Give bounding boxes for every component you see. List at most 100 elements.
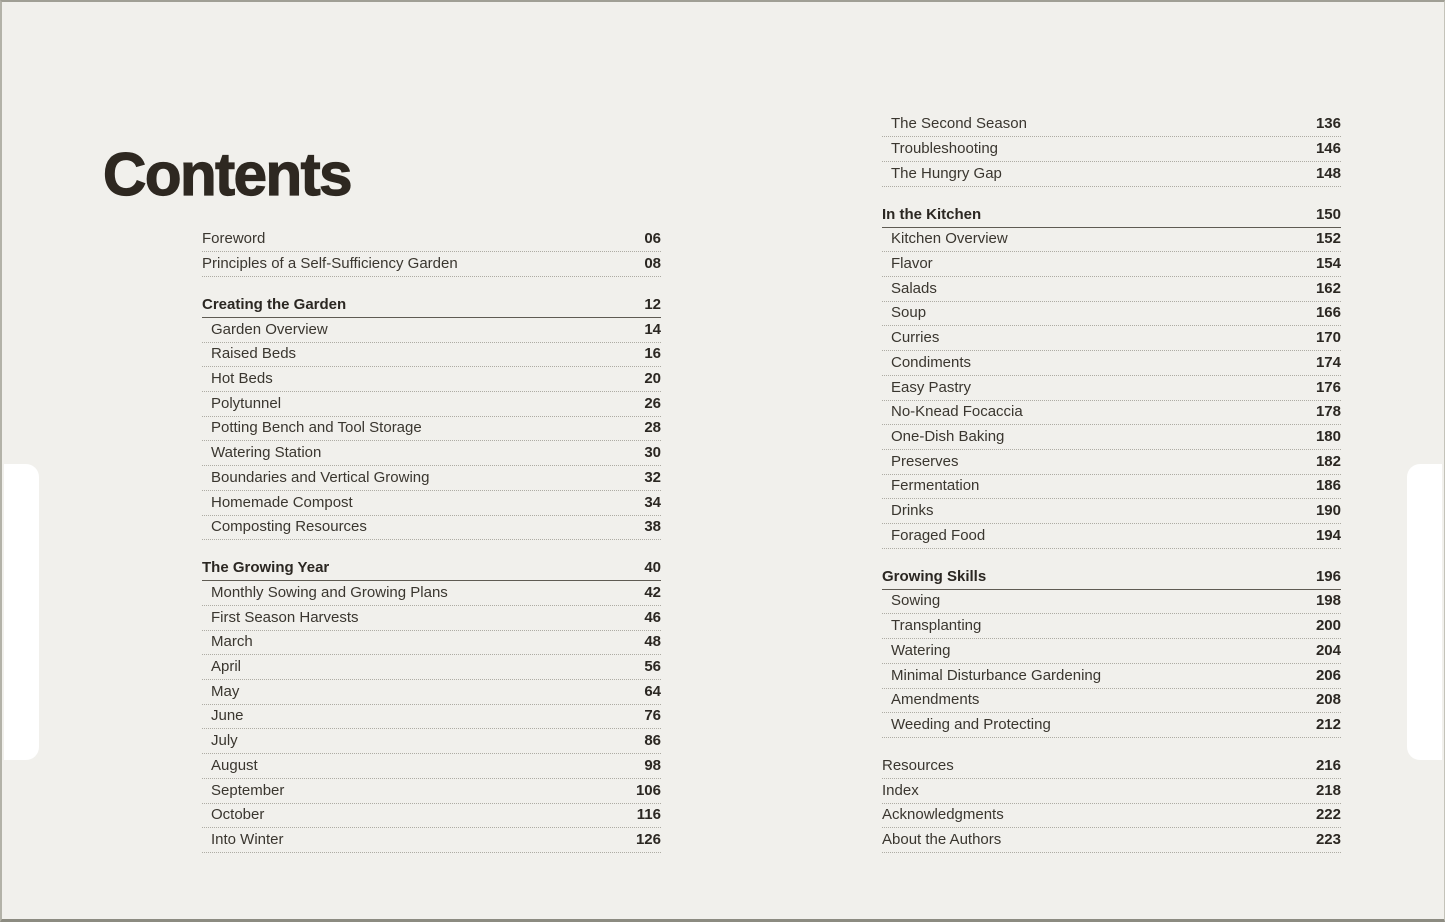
toc-entry-label: Foreword (202, 230, 266, 248)
toc-entry-row[interactable]: Sowing 198 (882, 590, 1341, 615)
toc-entry-page-number: 204 (1315, 641, 1341, 659)
toc-entry-row[interactable]: Preserves 182 (882, 450, 1341, 475)
toc-entry-row[interactable]: Garden Overview 14 (202, 318, 661, 343)
toc-entry-row[interactable]: Acknowledgments 222 (882, 804, 1341, 829)
toc-entry-label: Troubleshooting (891, 139, 999, 157)
toc-entry-label: Growing Skills (882, 567, 987, 585)
toc-entry-row[interactable]: Soup 166 (882, 302, 1341, 327)
toc-entry-row[interactable]: Raised Beds 16 (202, 343, 661, 368)
toc-entry-page-number: 14 (644, 320, 661, 338)
toc-entry-label: Boundaries and Vertical Growing (211, 468, 430, 486)
toc-entry-row[interactable]: Drinks 190 (882, 499, 1341, 524)
toc-entry-row[interactable]: Index 218 (882, 779, 1341, 804)
page-tab-left (4, 464, 39, 760)
toc-entry-row[interactable]: Watering 204 (882, 639, 1341, 664)
toc-entry-label: Monthly Sowing and Growing Plans (211, 584, 448, 601)
toc-entry-row[interactable]: First Season Harvests 46 (202, 606, 661, 631)
toc-entry-row[interactable]: September 106 (202, 779, 661, 804)
toc-entry-label: Salads (891, 279, 937, 297)
toc-entry-page-number: 198 (1315, 592, 1341, 610)
toc-entry-label: Polytunnel (211, 394, 282, 412)
toc-entry-label: Transplanting (891, 617, 982, 635)
toc-entry-row[interactable]: Hot Beds 20 (202, 367, 661, 393)
toc-entry-page-number: 152 (1315, 230, 1341, 248)
toc-section-row[interactable]: Growing Skills 196 (882, 565, 1341, 590)
toc-entry-row[interactable]: Homemade Compost 34 (202, 491, 661, 516)
toc-entry-page-number: 76 (644, 707, 661, 725)
toc-entry-row[interactable]: May 64 (202, 680, 661, 705)
page-title: Contents (102, 141, 353, 209)
toc-entry-row[interactable]: Salads 162 (882, 277, 1341, 302)
toc-entry-page-number: 20 (644, 370, 661, 388)
toc-entry-label: May (211, 682, 240, 700)
toc-entry-row[interactable]: Foraged Food 194 (882, 524, 1341, 549)
toc-entry-page-number: 38 (644, 518, 661, 536)
toc-entry-page-number: 46 (644, 608, 661, 626)
toc-entry-page-number: 196 (1315, 567, 1341, 585)
toc-entry-row[interactable]: March 48 (202, 631, 661, 656)
toc-entry-row[interactable]: Polytunnel 26 (202, 392, 661, 417)
toc-entry-row[interactable]: Watering Station 30 (202, 441, 661, 467)
toc-entry-row[interactable]: July 86 (202, 729, 661, 755)
toc-entry-row[interactable]: April 56 (202, 655, 661, 681)
toc-entry-row[interactable]: One-Dish Baking 180 (882, 425, 1341, 450)
toc-entry-row[interactable]: August 98 (202, 754, 661, 779)
toc-entry-label: March (211, 633, 253, 651)
toc-entry-row[interactable]: Weeding and Protecting 212 (882, 713, 1341, 738)
toc-entry-label: Sowing (891, 592, 941, 610)
toc-entry-row[interactable]: Principles of a Self-Sufficiency Garden 0… (202, 252, 661, 277)
toc-entry-page-number: 30 (644, 444, 661, 462)
toc-entry-page-number: 48 (644, 633, 661, 651)
toc-entry-label: Watering Station (211, 444, 322, 462)
toc-entry-page-number: 56 (644, 658, 661, 676)
toc-entry-page-number: 116 (636, 806, 661, 824)
toc-entry-label: Composting Resources (211, 518, 367, 536)
toc-entry-label: The Second Season (891, 115, 1027, 133)
toc-entry-row[interactable]: Minimal Disturbance Gardening 206 (882, 664, 1341, 689)
toc-entry-page-number: 08 (644, 254, 661, 272)
toc-entry-row[interactable]: October 116 (202, 804, 661, 829)
toc-entry-page-number: 186 (1315, 477, 1341, 495)
toc-section-row[interactable]: Creating the Garden 12 (202, 293, 661, 319)
toc-entry-row[interactable]: Curries 170 (882, 326, 1341, 352)
toc-entry-row[interactable]: Kitchen Overview 152 (882, 228, 1341, 253)
toc-entry-row[interactable]: Easy Pastry 176 (882, 376, 1341, 401)
toc-entry-row[interactable]: June 76 (202, 705, 661, 730)
toc-entry-row[interactable]: Flavor 154 (882, 252, 1341, 278)
toc-entry-row[interactable]: Potting Bench and Tool Storage 28 (202, 417, 661, 442)
toc-entry-row[interactable]: The Second Season 136 (882, 113, 1341, 138)
toc-entry-row[interactable]: Boundaries and Vertical Growing 32 (202, 466, 661, 491)
toc-entry-page-number: 212 (1315, 715, 1341, 733)
toc-entry-row[interactable]: Monthly Sowing and Growing Plans 42 (202, 581, 661, 606)
toc-entry-page-number: 106 (635, 781, 661, 799)
toc-entry-row[interactable]: About the Authors 223 (882, 828, 1341, 854)
toc-entry-page-number: 40 (644, 559, 661, 577)
toc-entry-row[interactable]: Foreword 06 (202, 228, 661, 253)
toc-entry-row[interactable]: The Hungry Gap 148 (882, 162, 1341, 187)
toc-entry-row[interactable]: Resources 216 (882, 754, 1341, 779)
toc-entry-page-number: 34 (644, 493, 661, 511)
toc-entry-row[interactable]: Into Winter 126 (202, 828, 661, 853)
toc-entry-label: Principles of a Self-Sufficiency Garden (202, 254, 458, 272)
toc-entry-row[interactable]: No-Knead Focaccia 178 (882, 401, 1341, 426)
toc-entry-page-number: 06 (644, 230, 661, 248)
toc-entry-page-number: 216 (1315, 756, 1341, 774)
toc-entry-row[interactable]: Troubleshooting 146 (882, 137, 1341, 162)
toc-entry-row[interactable]: Condiments 174 (882, 351, 1341, 376)
toc-entry-page-number: 180 (1315, 427, 1341, 445)
toc-entry-page-number: 26 (644, 394, 661, 412)
toc-entry-row[interactable]: Composting Resources 38 (202, 516, 661, 541)
toc-entry-label: Curries (891, 329, 940, 347)
toc-entry-row[interactable]: Fermentation 186 (882, 475, 1341, 500)
toc-entry-page-number: 86 (644, 732, 661, 750)
toc-section-row[interactable]: The Growing Year 40 (202, 557, 661, 582)
toc-entry-row[interactable]: Transplanting 200 (882, 614, 1341, 640)
toc-section-row[interactable]: In the Kitchen 150 (882, 203, 1341, 228)
toc-entry-page-number: 206 (1315, 666, 1341, 684)
toc-entry-label: In the Kitchen (882, 205, 982, 223)
toc-entry-page-number: 194 (1315, 526, 1341, 544)
toc-entry-page-number: 64 (644, 682, 661, 700)
toc-entry-label: Condiments (891, 353, 972, 371)
toc-entry-row[interactable]: Amendments 208 (882, 689, 1341, 714)
